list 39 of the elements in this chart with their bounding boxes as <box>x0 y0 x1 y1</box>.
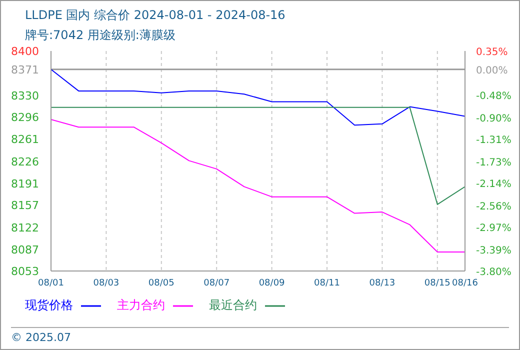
y2-tick-label: 0.00% <box>476 66 508 77</box>
x-tick-label: 08/09 <box>258 278 286 288</box>
y2-tick-label: -2.14% <box>476 179 512 190</box>
y-tick-label: 8261 <box>11 133 39 146</box>
legend-label: 主力合约 <box>117 297 165 314</box>
legend-label: 最近合约 <box>209 297 257 314</box>
x-tick-label: 08/16 <box>452 278 478 288</box>
y-tick-label: 8296 <box>11 110 39 124</box>
y-tick-label: 8122 <box>11 221 39 234</box>
x-tick-label: 08/05 <box>148 278 174 288</box>
y-tick-label: 8053 <box>11 265 39 278</box>
x-tick-label: 08/01 <box>38 278 64 288</box>
x-tick-label: 08/11 <box>314 278 340 288</box>
x-tick-label: 08/07 <box>204 278 230 288</box>
y2-tick-label: -2.97% <box>476 223 512 234</box>
chart-title: LLDPE 国内 综合价 2024-08-01 - 2024-08-16 <box>25 7 286 24</box>
y2-tick-label: -1.73% <box>476 157 512 168</box>
y2-tick-label: -3.39% <box>476 245 512 256</box>
y2-tick-label: -0.90% <box>476 113 512 124</box>
y2-tick-label: 0.35% <box>476 47 508 58</box>
x-tick-label: 08/15 <box>424 278 450 288</box>
text: © 2025.07 <box>11 331 71 344</box>
y2-tick-label: -0.48% <box>476 91 512 102</box>
y-tick-label: 8087 <box>11 243 39 256</box>
y-tick-label: 8400 <box>11 45 39 58</box>
legend-label: 现货价格 <box>25 297 73 314</box>
chart-subtitle: 牌号:7042 用途级别:薄膜级 <box>25 27 176 44</box>
y-tick-label: 8157 <box>11 199 39 212</box>
y-tick-label: 8330 <box>11 89 39 102</box>
y2-tick-label: -2.56% <box>476 201 512 212</box>
y-tick-label: 8371 <box>11 63 39 76</box>
y2-tick-label: -1.31% <box>476 135 512 146</box>
y2-tick-label: -3.80% <box>476 267 512 278</box>
x-tick-label: 08/03 <box>93 278 120 288</box>
x-tick-label: 08/13 <box>369 278 396 288</box>
y-tick-label: 8226 <box>11 155 39 168</box>
y-tick-label: 8191 <box>11 178 39 191</box>
line-series <box>51 118 465 252</box>
line-series <box>51 68 465 126</box>
